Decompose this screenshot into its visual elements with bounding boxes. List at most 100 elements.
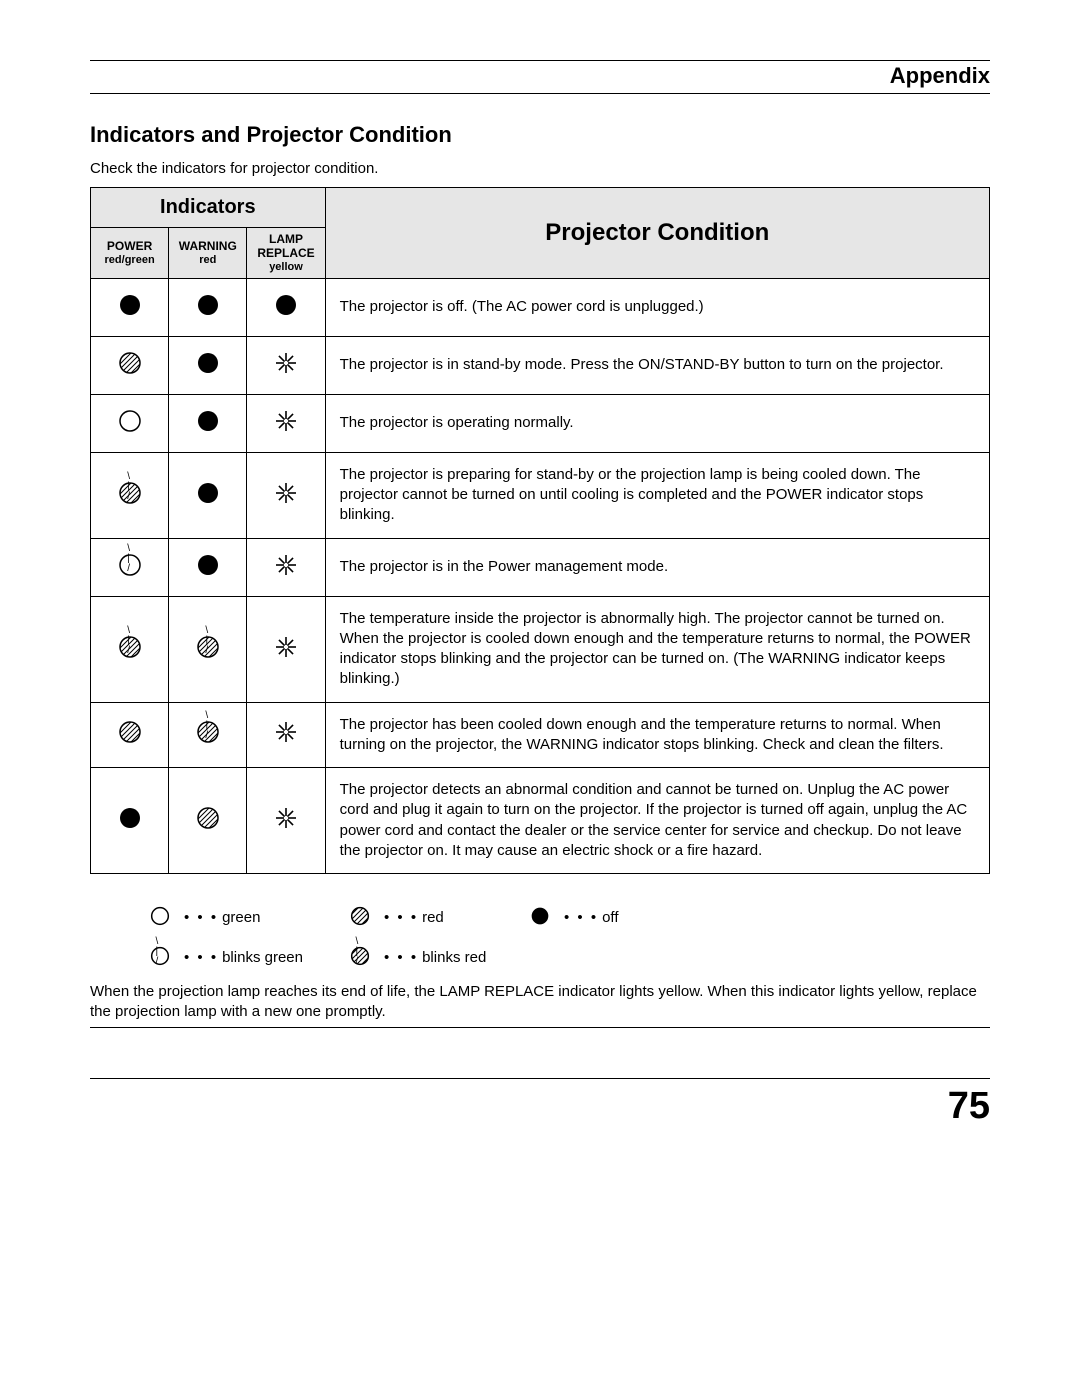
table-body: The projector is off. (The AC power cord…	[91, 278, 990, 873]
legend: • • • green• • • red• • • off \ | /• • •…	[90, 902, 990, 972]
legend-label: blinks green	[222, 949, 303, 966]
condition-description: The projector is preparing for stand-by …	[325, 452, 989, 538]
legend-dots: • • •	[384, 949, 418, 966]
solid-icon	[196, 481, 220, 505]
legend-dots: • • •	[184, 909, 218, 926]
column-header: POWERred/green	[91, 228, 169, 279]
legend-dots: • • •	[564, 909, 598, 926]
icon-cell	[247, 538, 325, 596]
table-row: \ | / The projector is preparing for stan…	[91, 452, 990, 538]
icon-cell	[247, 702, 325, 768]
icon-cell	[247, 596, 325, 702]
solid-icon	[118, 806, 142, 830]
star-icon	[274, 635, 298, 659]
table-row: The projector is off. (The AC power cord…	[91, 278, 990, 336]
star-icon	[274, 720, 298, 744]
column-header: WARNINGred	[169, 228, 247, 279]
legend-item: \ | /• • • blinks red	[350, 946, 486, 968]
condition-header: Projector Condition	[325, 188, 989, 279]
indicators-header: Indicators	[91, 188, 326, 228]
condition-description: The projector is in the Power management…	[325, 538, 989, 596]
bottom-rule	[90, 1027, 990, 1028]
legend-item: • • • green	[150, 906, 260, 928]
legend-label: blinks red	[422, 949, 486, 966]
condition-description: The projector detects an abnormal condit…	[325, 768, 989, 874]
intro-text: Check the indicators for projector condi…	[90, 160, 990, 177]
icon-cell	[91, 702, 169, 768]
icon-cell: \ | /	[91, 596, 169, 702]
legend-dots: • • •	[184, 949, 218, 966]
icon-cell	[91, 768, 169, 874]
open-icon	[150, 906, 170, 926]
legend-item: \ | /• • • blinks green	[150, 946, 303, 968]
icon-cell	[169, 336, 247, 394]
icon-cell	[247, 452, 325, 538]
icon-cell: \ | /	[91, 452, 169, 538]
table-row: \ | / \ | / The temperature inside the pro…	[91, 596, 990, 702]
icon-cell: \ | /	[91, 538, 169, 596]
table-row: The projector detects an abnormal condit…	[91, 768, 990, 874]
icon-cell: \ | /	[169, 596, 247, 702]
indicator-table: Indicators Projector Condition POWERred/…	[90, 187, 990, 874]
header-row: Appendix	[90, 63, 990, 94]
icon-cell	[91, 394, 169, 452]
appendix-label: Appendix	[890, 63, 990, 89]
icon-cell	[91, 336, 169, 394]
star-icon	[274, 553, 298, 577]
column-header: LAMP REPLACEyellow	[247, 228, 325, 279]
condition-description: The projector is in stand-by mode. Press…	[325, 336, 989, 394]
page: Appendix Indicators and Projector Condit…	[0, 0, 1080, 1168]
table-row: The projector is operating normally.	[91, 394, 990, 452]
icon-cell	[169, 394, 247, 452]
legend-label: red	[422, 909, 444, 926]
star-icon	[274, 351, 298, 375]
solid-icon	[196, 553, 220, 577]
page-number: 75	[90, 1078, 990, 1128]
solid-icon	[118, 293, 142, 317]
condition-description: The temperature inside the projector is …	[325, 596, 989, 702]
legend-item: • • • red	[350, 906, 444, 928]
condition-description: The projector is off. (The AC power cord…	[325, 278, 989, 336]
legend-row: \ | /• • • blinks green \ | /• • • blinks…	[90, 942, 990, 972]
solid-icon	[196, 293, 220, 317]
hatched-icon	[118, 720, 142, 744]
table-row: \ | / The projector has been cooled down …	[91, 702, 990, 768]
table-row: The projector is in stand-by mode. Press…	[91, 336, 990, 394]
condition-description: The projector is operating normally.	[325, 394, 989, 452]
blink-rays-icon: \ | /	[123, 544, 137, 574]
legend-dots: • • •	[384, 909, 418, 926]
icon-cell	[247, 278, 325, 336]
icon-cell	[247, 768, 325, 874]
legend-label: green	[222, 909, 260, 926]
star-icon	[274, 409, 298, 433]
blink-rays-icon: \ | /	[201, 626, 215, 656]
section-title: Indicators and Projector Condition	[90, 122, 990, 148]
blink-rays-icon: \ | /	[156, 937, 167, 967]
icon-cell	[247, 394, 325, 452]
table-row: \ | / The projector is in the Power manag…	[91, 538, 990, 596]
solid-icon	[274, 293, 298, 317]
icon-cell: \ | /	[169, 702, 247, 768]
star-icon	[274, 806, 298, 830]
open-icon	[118, 409, 142, 433]
icon-cell	[169, 452, 247, 538]
footnote: When the projection lamp reaches its end…	[90, 982, 990, 1023]
top-rule	[90, 60, 990, 61]
icon-cell	[169, 538, 247, 596]
icon-cell	[247, 336, 325, 394]
icon-cell	[91, 278, 169, 336]
blink-rays-icon: \ | /	[123, 472, 137, 502]
icon-cell	[169, 278, 247, 336]
condition-description: The projector has been cooled down enoug…	[325, 702, 989, 768]
hatched-icon	[196, 806, 220, 830]
blink-rays-icon: \ | /	[356, 937, 367, 967]
blink-rays-icon: \ | /	[201, 711, 215, 741]
legend-label: off	[602, 909, 618, 926]
hatched-icon	[118, 351, 142, 375]
star-icon	[274, 481, 298, 505]
icon-cell	[169, 768, 247, 874]
legend-item: • • • off	[530, 906, 619, 928]
hatched-icon	[350, 906, 370, 926]
solid-icon	[530, 906, 550, 926]
blink-rays-icon: \ | /	[123, 626, 137, 656]
